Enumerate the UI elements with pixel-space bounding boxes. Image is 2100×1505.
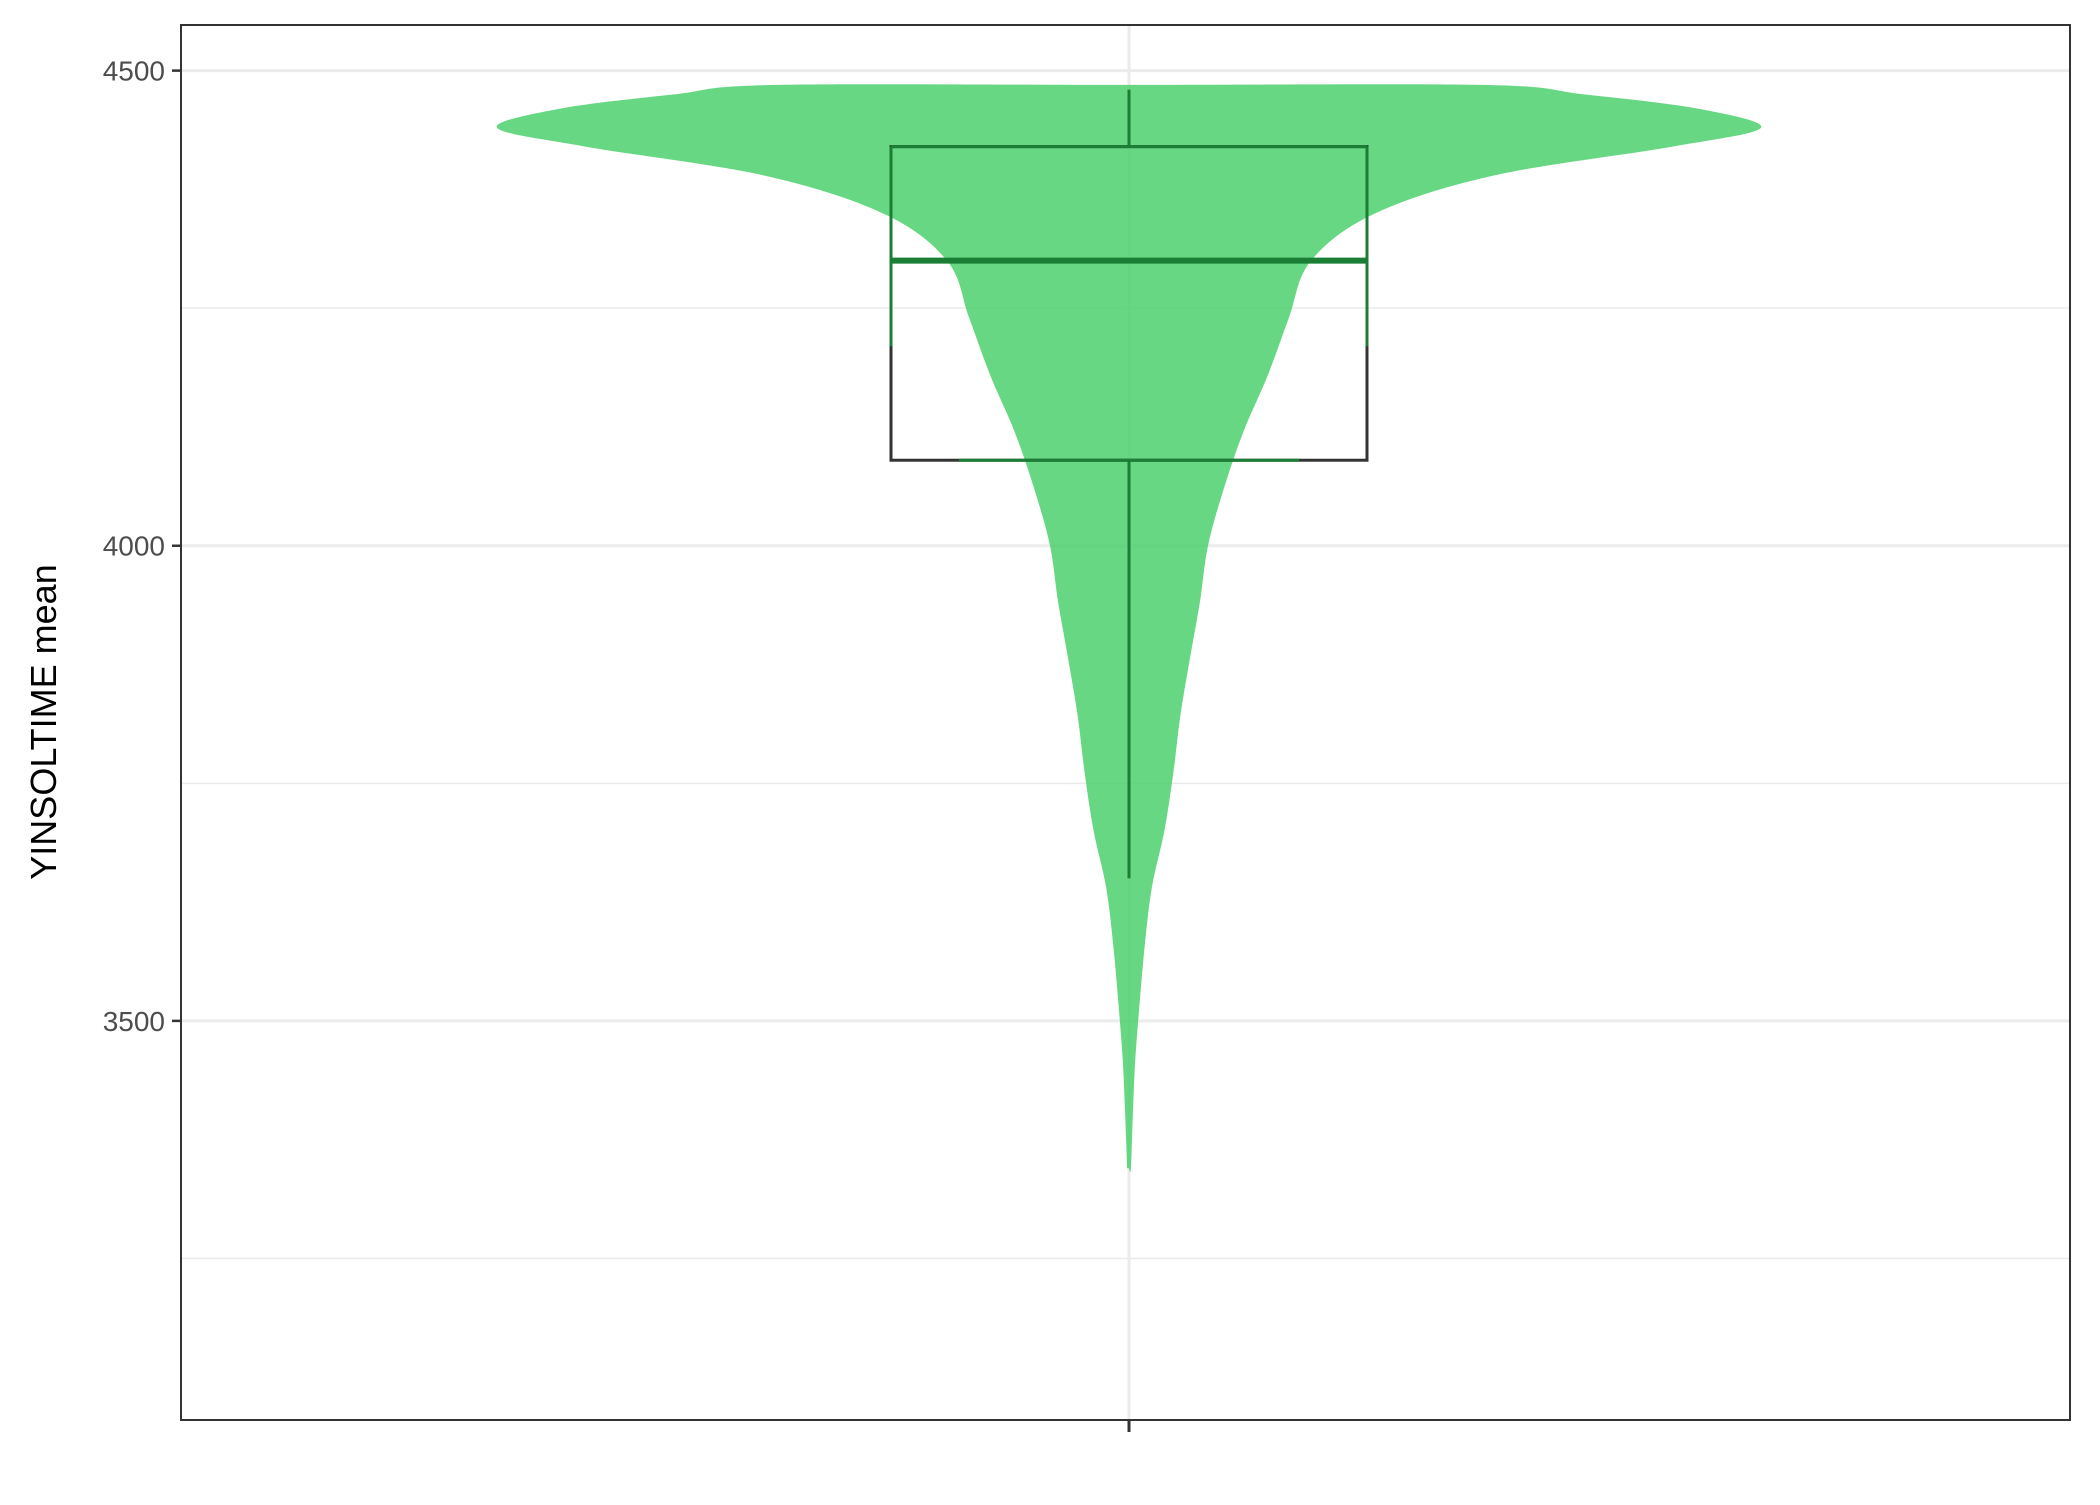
axes: 3500 4000 4500 [103,56,1131,1432]
y-tick-label: 3500 [103,1006,165,1037]
y-tick-label: 4500 [103,56,165,87]
y-axis-title: YINSOLTIME mean [23,564,64,879]
boxplot [889,89,1369,879]
y-tick-label: 4000 [103,531,165,562]
plot-panel-border [180,24,2071,1421]
